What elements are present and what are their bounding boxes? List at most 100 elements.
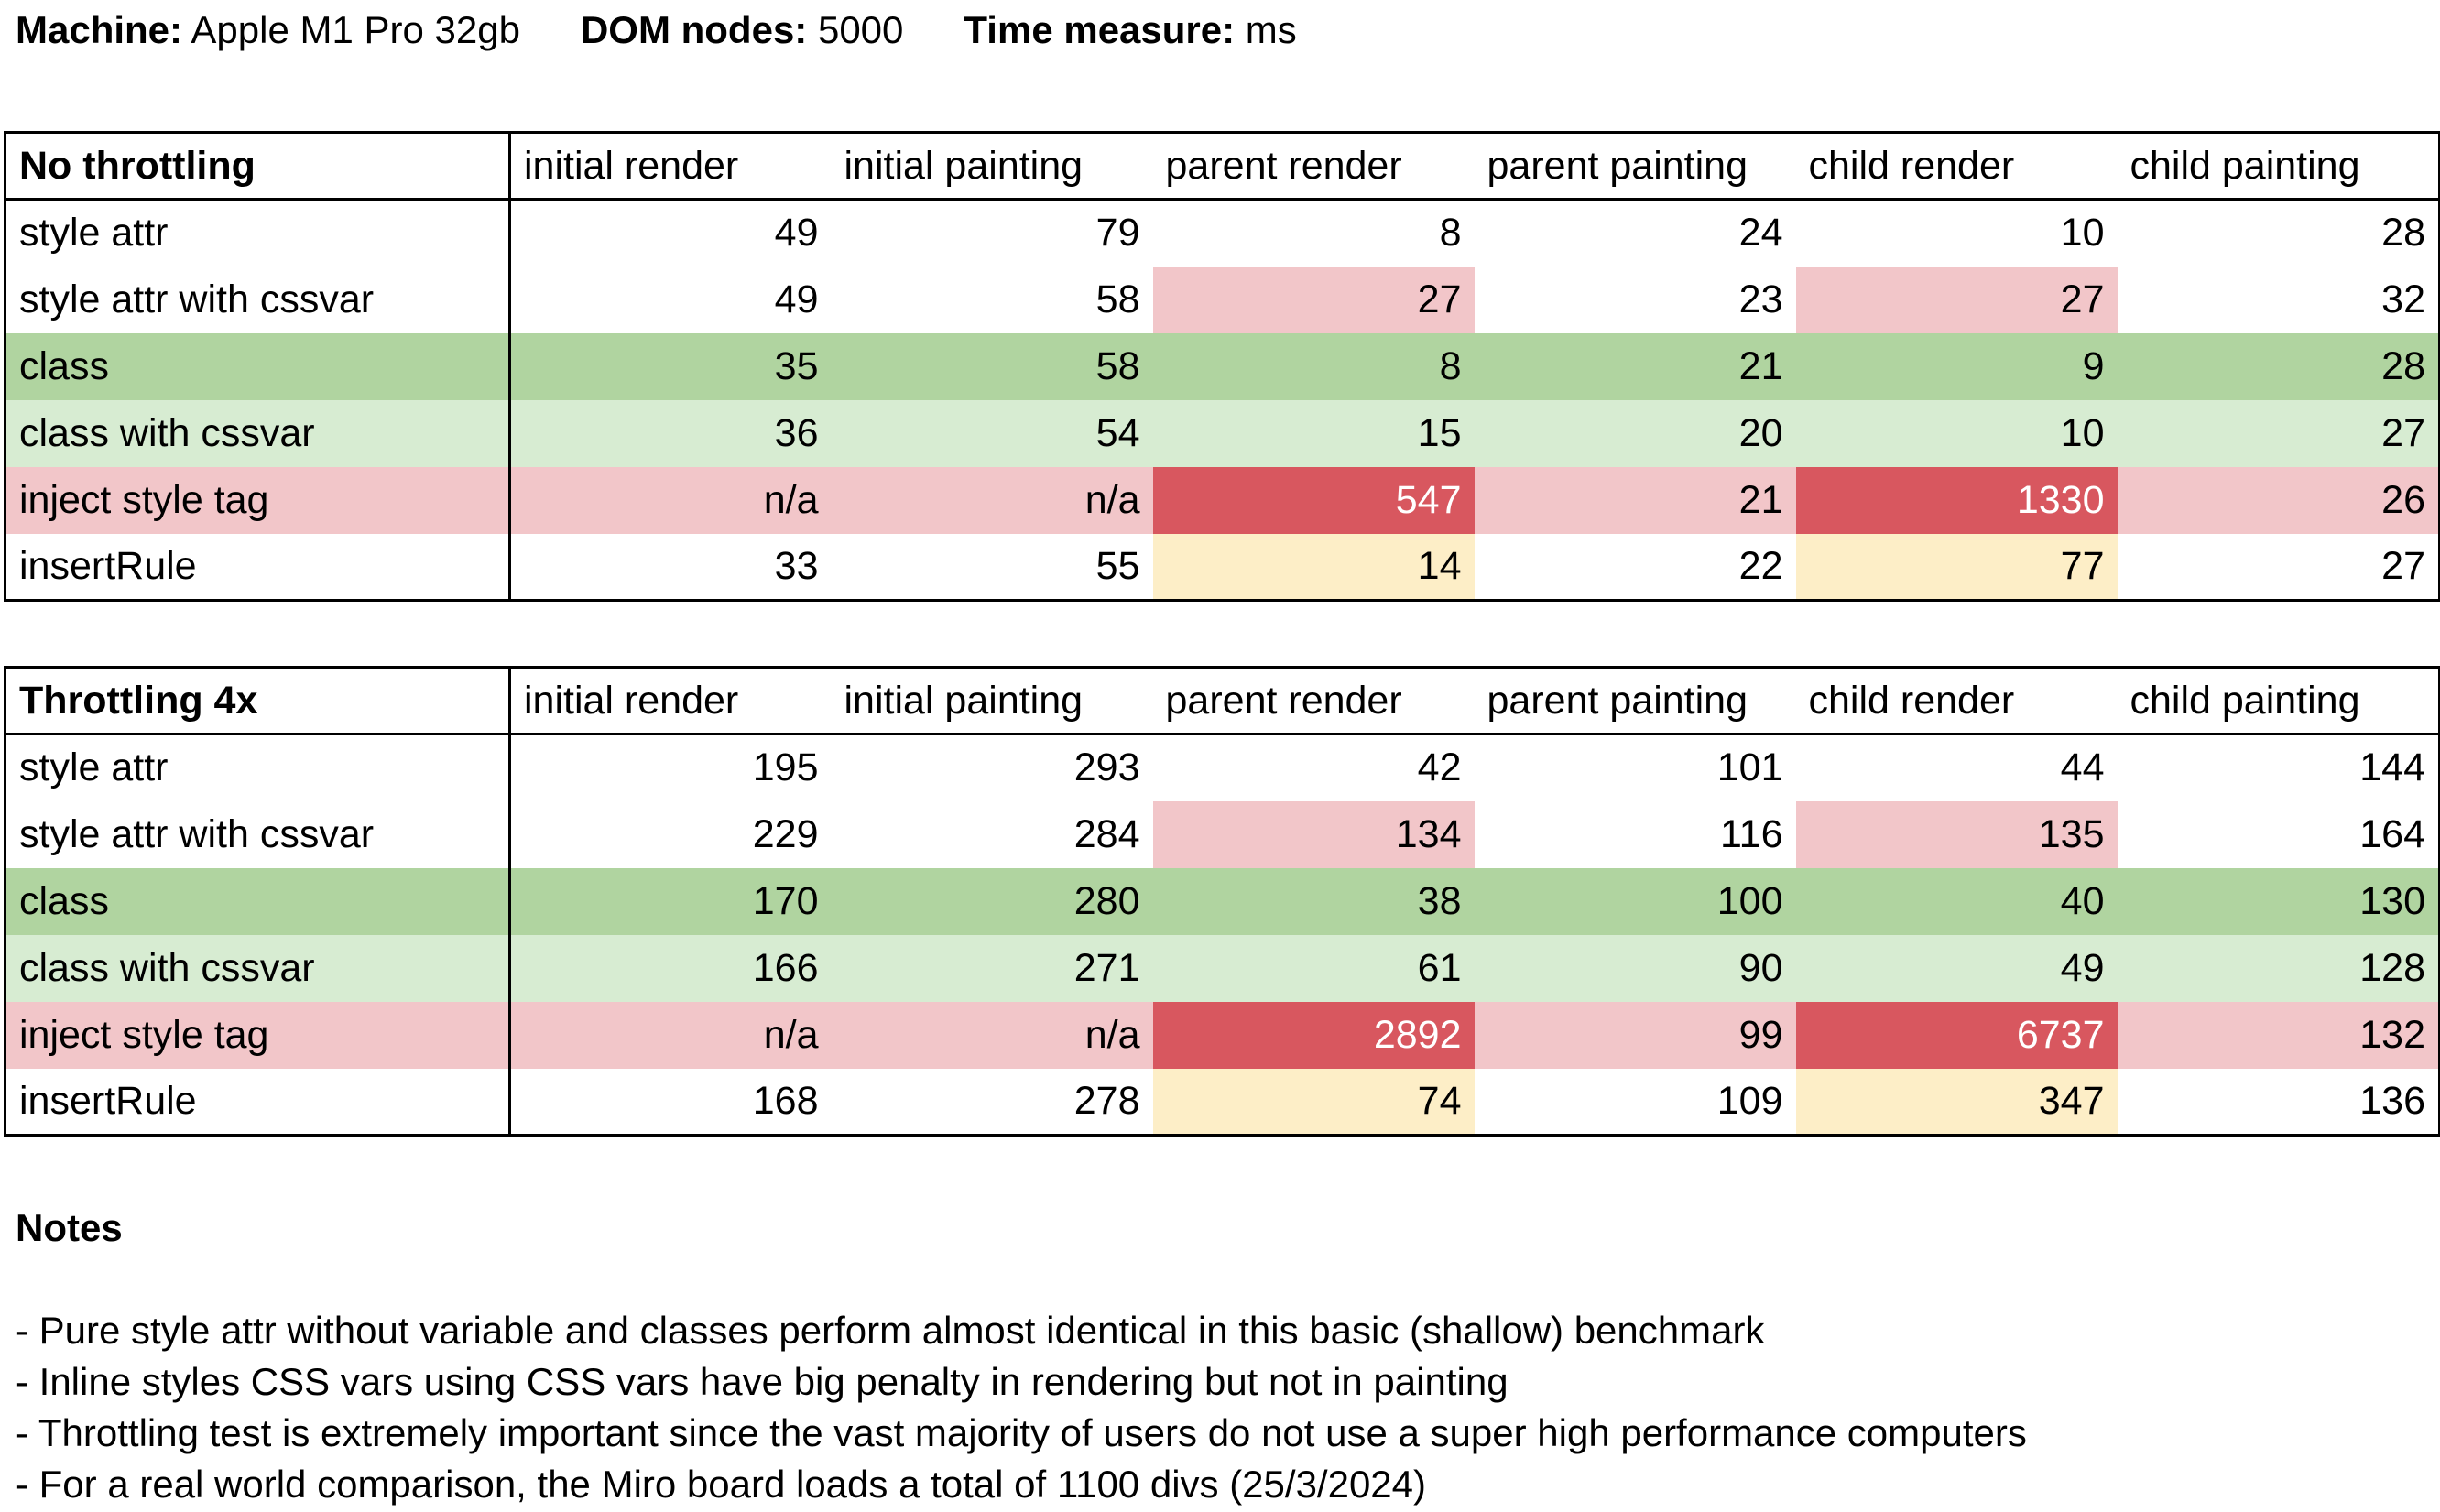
time-measure-value: ms [1245,8,1297,51]
column-header: parent render [1152,667,1475,735]
value-cell: n/a [763,1012,819,1057]
table-title: No throttling [5,132,511,201]
value-cell: 134 [1152,800,1475,868]
table-row: style attr 195 293 42 101 44 144 [5,734,2440,801]
value-cell: 21 [1738,477,1783,522]
time-measure-info: Time measure: ms [964,8,1296,51]
column-header: initial painting [831,132,1153,201]
value-cell: 14 [1152,533,1475,601]
row-label: inject style tag [5,466,511,534]
value-cell: 27 [2381,543,2425,588]
table-body: style attr 195 293 42 101 44 144 style attr wit… [5,734,2440,1136]
table-row: class 35 58 8 21 9 28 [5,332,2440,400]
dom-nodes-info: DOM nodes: 5000 [581,8,903,51]
table-row: class 170 280 38 100 40 130 [5,867,2440,935]
value-cell: 170 [752,878,819,923]
value-cell: 40 [2060,878,2105,923]
column-header: child render [1795,132,2118,201]
value-cell: 61 [1417,945,1462,990]
value-cell: 28 [2381,343,2425,388]
value-cell: 130 [2359,878,2425,923]
machine-label: Machine: [16,8,183,51]
value-cell: 109 [1716,1078,1783,1123]
value-cell: 8 [1439,211,1462,256]
value-cell: 166 [752,945,819,990]
table-row: insertRule 33 55 14 22 77 27 [5,533,2440,601]
value-cell: n/a [1084,477,1140,522]
value-cell: 27 [1795,266,2118,333]
value-cell: 74 [1152,1068,1475,1136]
table-body: style attr 49 79 8 24 10 28 style attr with css… [5,199,2440,601]
value-cell: 27 [1152,266,1475,333]
value-cell: 20 [1738,410,1783,455]
row-label: class with cssvar [5,399,511,467]
value-cell: 229 [752,811,819,856]
note-item: - Inline styles CSS vars using CSS vars … [16,1360,1509,1403]
machine-value: Apple M1 Pro 32gb [191,8,520,51]
value-cell: 49 [774,211,819,256]
row-label: insertRule [5,1068,511,1136]
value-cell: 77 [1795,533,2118,601]
row-label: class with cssvar [5,934,511,1002]
row-label: insertRule [5,533,511,601]
value-cell: 58 [1095,343,1140,388]
note-item: - Throttling test is extremely important… [16,1411,2027,1454]
row-label: class [5,332,511,400]
value-cell: 135 [1795,800,2118,868]
value-cell: 42 [1417,745,1462,790]
time-measure-label: Time measure: [964,8,1236,51]
value-cell: 58 [1095,277,1140,321]
notes-section: Notes - Pure style attr without variable… [16,1202,2027,1510]
table-header-row: Throttling 4x initial render initial pai… [5,667,2440,735]
table-row: style attr with cssvar 49 58 27 23 27 32 [5,266,2440,333]
column-header: parent painting [1474,667,1796,735]
value-cell: 44 [2060,745,2105,790]
notes-title: Notes [16,1206,123,1249]
value-cell: n/a [763,477,819,522]
value-cell: 90 [1738,945,1783,990]
row-label: style attr with cssvar [5,800,511,868]
column-header: parent painting [1474,132,1796,201]
value-cell: 8 [1439,343,1462,388]
column-header: parent render [1152,132,1475,201]
value-cell: 27 [2381,410,2425,455]
value-cell: 22 [1738,543,1783,588]
row-label: class [5,867,511,935]
value-cell: 33 [774,543,819,588]
table-row: style attr 49 79 8 24 10 28 [5,199,2440,267]
note-item: - For a real world comparison, the Miro … [16,1463,1427,1506]
header-bar: Machine: Apple M1 Pro 32gb DOM nodes: 500… [16,5,1357,56]
value-cell: 28 [2381,211,2425,256]
value-cell: 195 [752,745,819,790]
value-cell: 164 [2359,811,2425,856]
row-label: style attr with cssvar [5,266,511,333]
value-cell: n/a [1084,1012,1140,1057]
note-item: - Pure style attr without variable and c… [16,1309,1765,1352]
value-cell: 132 [2359,1012,2425,1057]
value-cell: 116 [1719,811,1783,856]
column-header: child painting [2117,667,2440,735]
table-row: inject style tag n/a n/a 2892 99 6737 132 [5,1001,2440,1069]
value-cell: 6737 [1795,1001,2118,1069]
dom-nodes-label: DOM nodes: [580,8,808,51]
row-label: style attr [5,734,511,801]
column-header: child painting [2117,132,2440,201]
value-cell: 54 [1095,410,1140,455]
value-cell: 36 [774,410,819,455]
value-cell: 2892 [1152,1001,1475,1069]
value-cell: 271 [1073,945,1140,990]
column-header: initial render [509,667,832,735]
row-label: inject style tag [5,1001,511,1069]
notes-list: - Pure style attr without variable and c… [16,1305,2027,1510]
value-cell: 347 [1795,1068,2118,1136]
throttling-4x-table: Throttling 4x initial render initial pai… [4,666,2440,1137]
value-cell: 101 [1716,745,1783,790]
table-row: insertRule 168 278 74 109 347 136 [5,1068,2440,1136]
value-cell: 136 [2359,1078,2425,1123]
column-header: child render [1795,667,2118,735]
value-cell: 79 [1095,211,1140,256]
value-cell: 144 [2359,745,2425,790]
value-cell: 10 [2060,410,2105,455]
table-row: class with cssvar 166 271 61 90 49 128 [5,934,2440,1002]
value-cell: 293 [1073,745,1140,790]
